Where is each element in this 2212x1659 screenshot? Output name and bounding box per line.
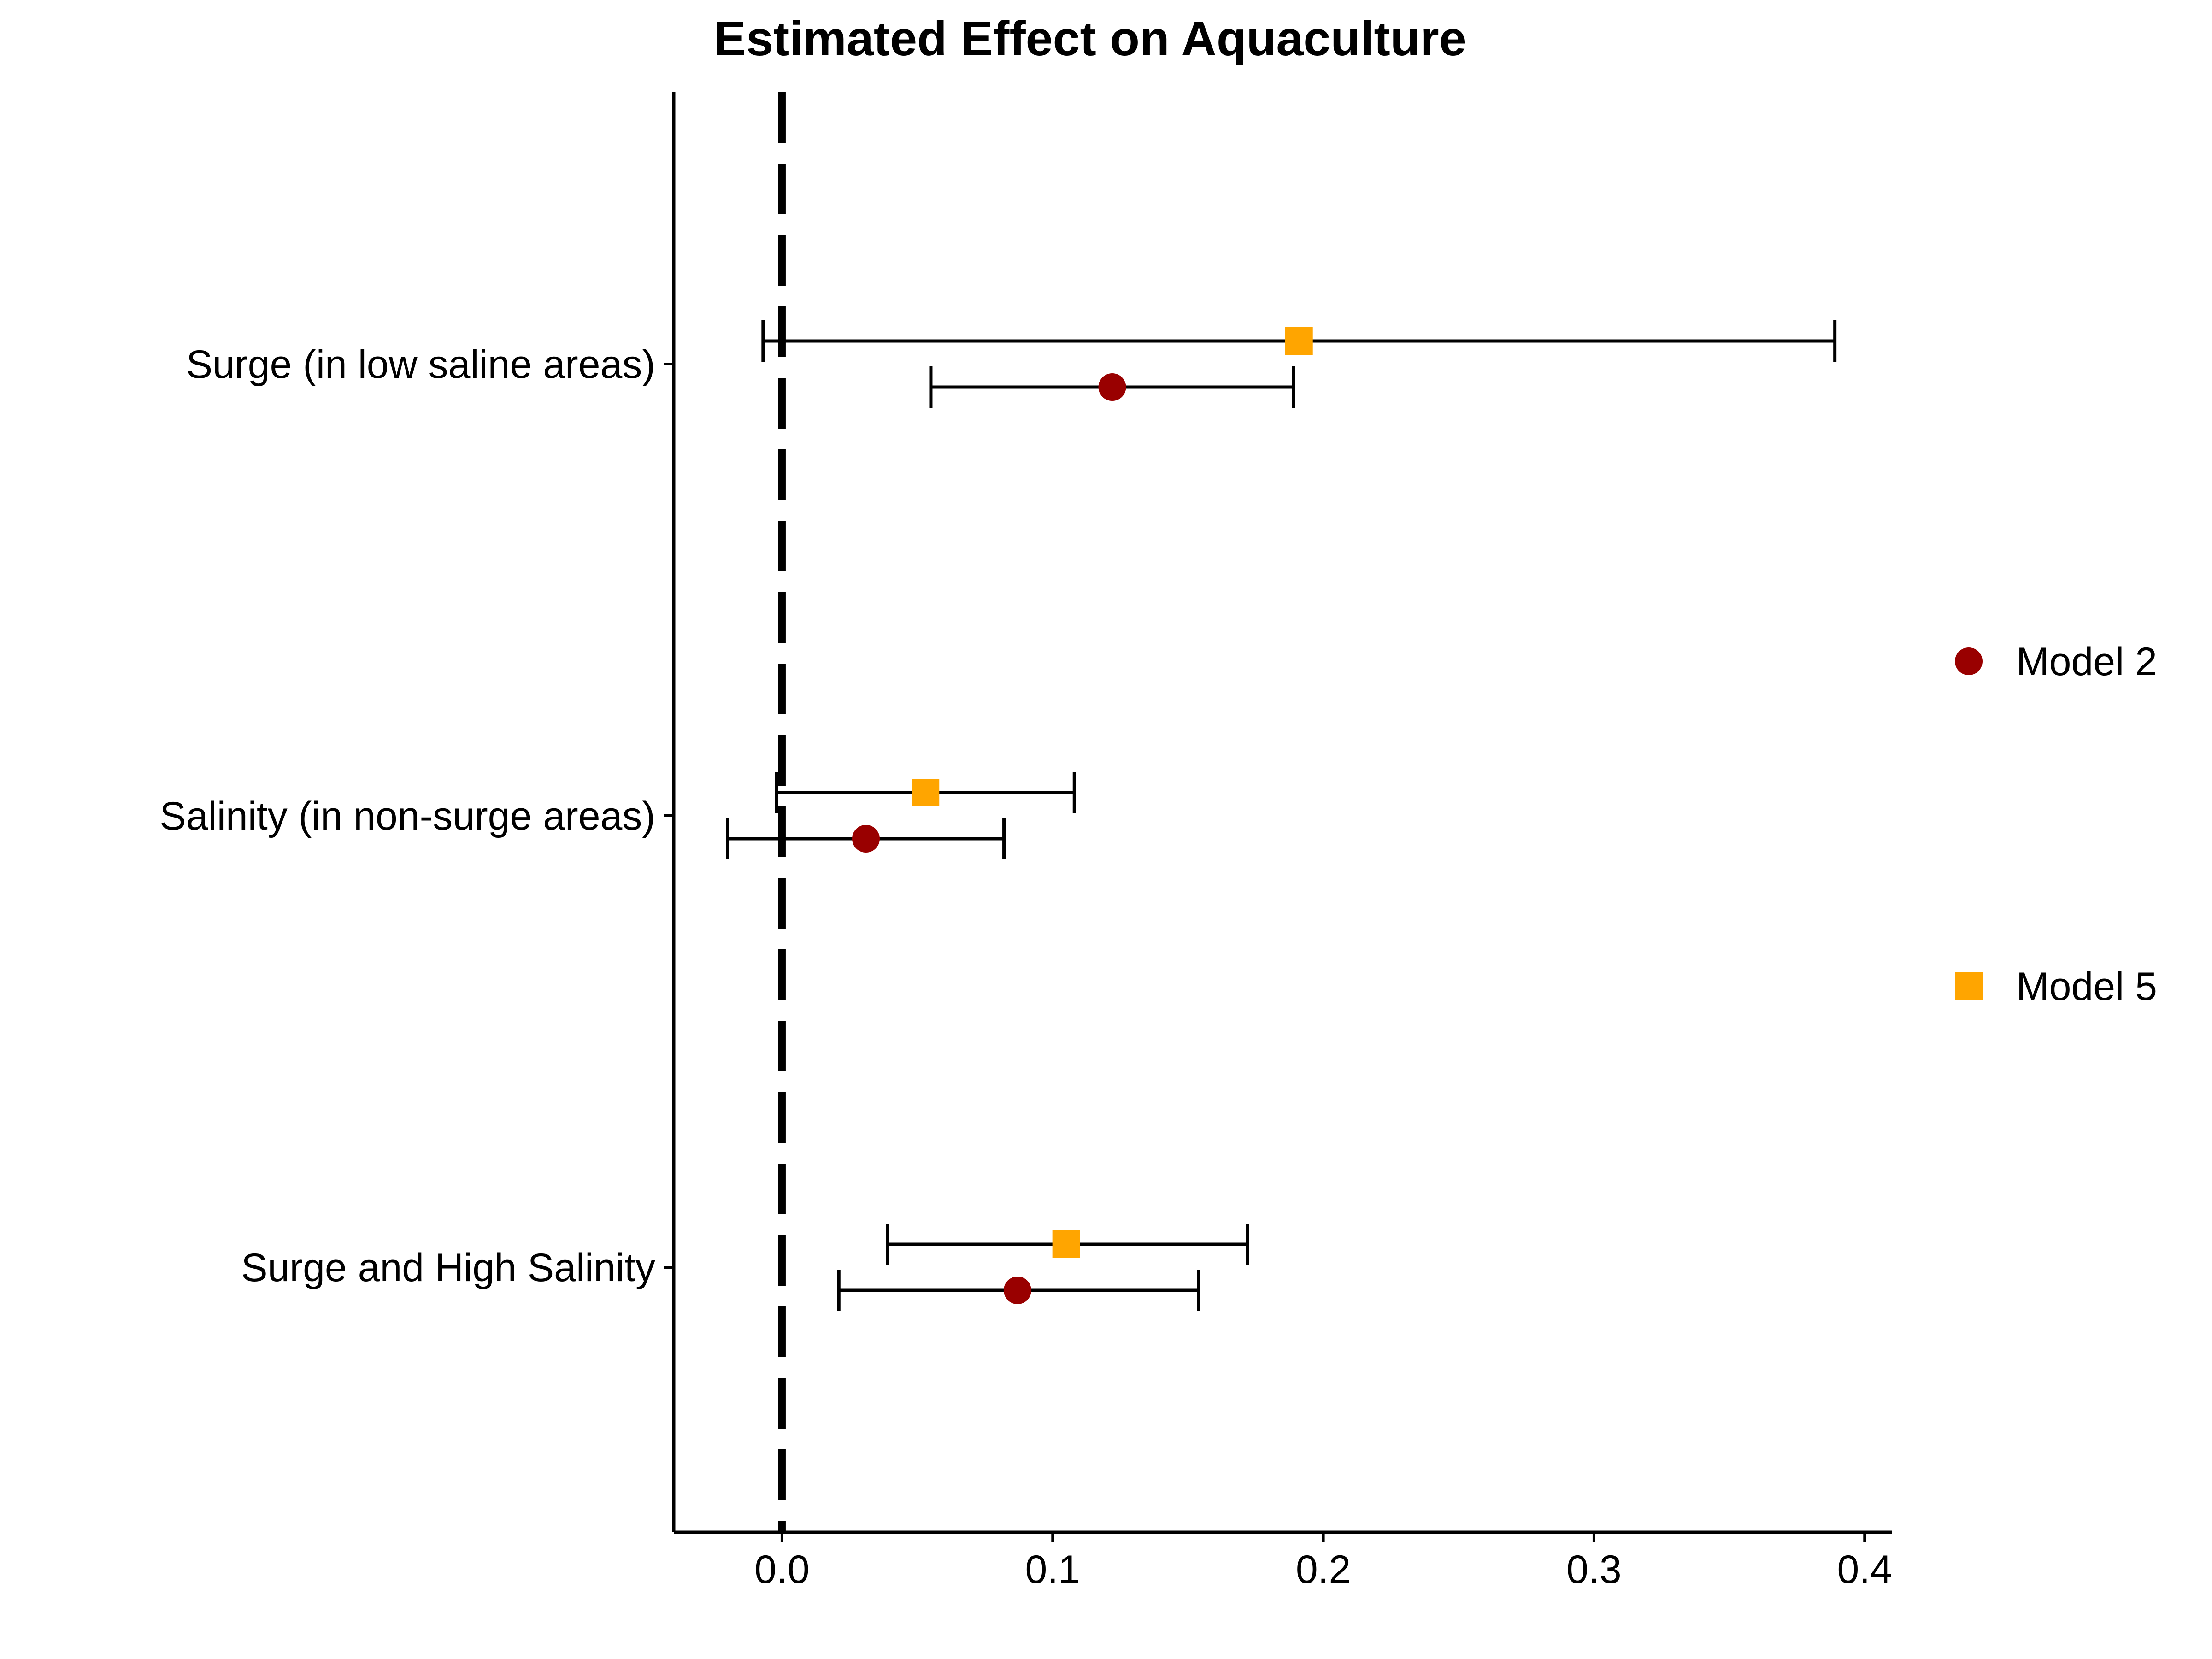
axes: 0.0 0.1 0.2 0.3 0.4 Surge (in low saline area… — [159, 92, 1892, 1592]
chart-title: Estimated Effect on Aquaculture — [713, 12, 1466, 66]
point-estimate — [912, 779, 940, 806]
legend-marker-model-1 — [1955, 972, 1983, 1000]
legend-label: Model 2 — [2016, 640, 2157, 684]
series-model-5 — [761, 320, 1837, 1265]
legend-marker-model-0 — [1955, 647, 1983, 675]
x-tick-label: 0.4 — [1837, 1547, 1892, 1592]
y-tick-label: Surge (in low saline areas) — [186, 342, 655, 387]
point-estimate — [1098, 373, 1126, 401]
x-tick-label: 0.0 — [754, 1547, 810, 1592]
legend-label: Model 5 — [2016, 965, 2157, 1009]
point-estimate — [1003, 1277, 1031, 1304]
x-tick-label: 0.3 — [1566, 1547, 1622, 1592]
data-marks — [726, 320, 1837, 1311]
y-tick-label: Surge and High Salinity — [241, 1246, 655, 1290]
point-estimate — [1052, 1230, 1080, 1258]
x-tick-label: 0.2 — [1296, 1547, 1351, 1592]
series-model-2 — [726, 366, 1295, 1311]
x-tick-label: 0.1 — [1025, 1547, 1080, 1592]
legend: Model 2 Model 5 — [1955, 640, 2157, 1009]
y-tick-label: Salinity (in non-surge areas) — [159, 794, 655, 838]
point-estimate — [1285, 327, 1313, 355]
point-estimate — [852, 825, 880, 853]
